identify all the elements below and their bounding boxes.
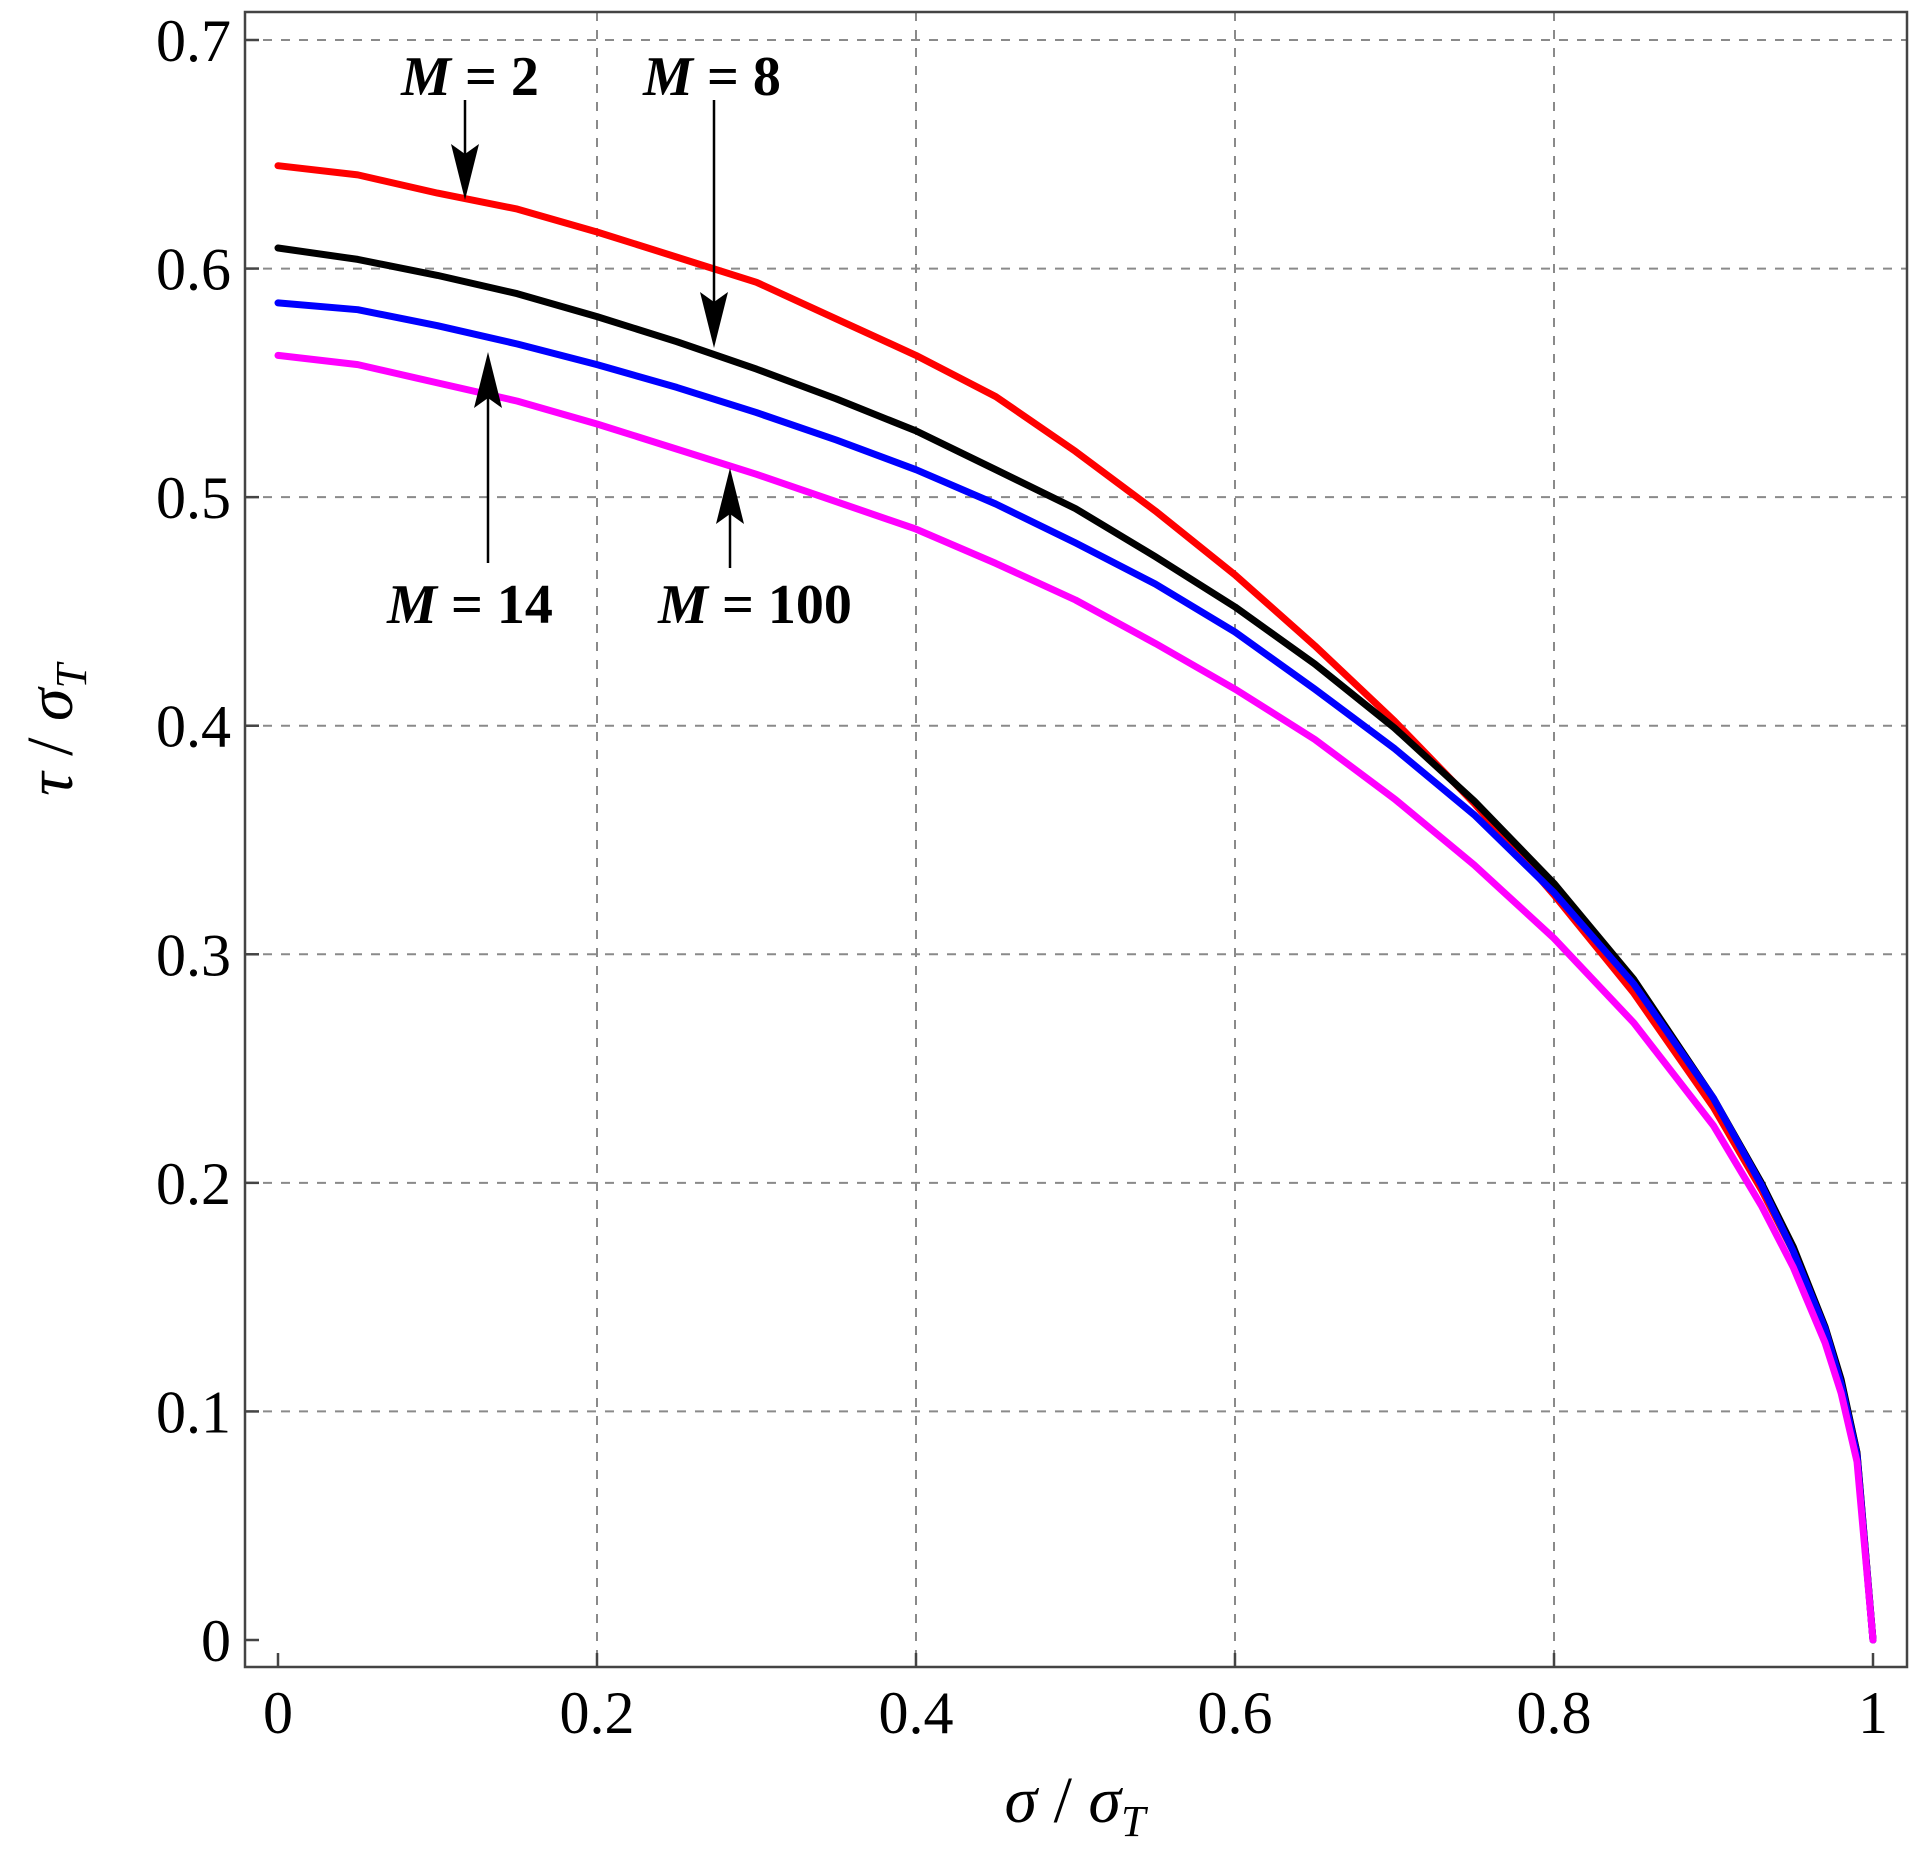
x-tick-label: 0.8 (1517, 1680, 1592, 1746)
y-axis-title-denom: σ (14, 686, 87, 721)
grid (245, 12, 1907, 1667)
series-4-arrow-head (716, 468, 744, 524)
series-line-1 (274, 162, 1877, 1644)
x-tick-label: 1 (1858, 1680, 1888, 1746)
x-axis-title-main: σ (1005, 1764, 1040, 1837)
series-label-num: 2 (511, 46, 539, 108)
series-label-eq: = (693, 46, 753, 108)
x-tick-label: 0 (263, 1680, 293, 1746)
series-4-label: M = 100 (657, 574, 852, 636)
x-axis-title-sep: / (1037, 1764, 1088, 1837)
y-axis-title: τ / σT (14, 660, 96, 796)
y-tick-label: 0.1 (156, 1379, 231, 1445)
y-tick-label: 0.3 (156, 922, 231, 988)
x-axis-title-denom: σ (1088, 1764, 1123, 1837)
x-tick-label: 0.6 (1198, 1680, 1273, 1746)
series-1-label: M = 2 (400, 46, 539, 108)
series-label-eq: = (451, 46, 511, 108)
y-axis-title-sep: / (14, 721, 87, 772)
series-label-var: M (657, 574, 710, 636)
y-axis-title-main: τ (14, 770, 87, 796)
plot-frame (243, 10, 1909, 1669)
y-tick-label: 0.7 (156, 8, 231, 74)
series-3-label: M = 14 (386, 574, 553, 636)
series-lines (274, 162, 1877, 1644)
series-line-3 (274, 299, 1877, 1644)
x-axis-title: σ / σT (1005, 1764, 1149, 1846)
x-tick-label: 0.2 (560, 1680, 635, 1746)
series-label-var: M (642, 46, 695, 108)
series-line-4 (274, 351, 1877, 1644)
series-line-2 (274, 244, 1877, 1644)
y-tick-label: 0.4 (156, 694, 231, 760)
series-label-eq: = (708, 574, 768, 636)
y-tick-label: 0 (201, 1608, 231, 1674)
series-1-arrow-head (451, 144, 479, 200)
y-axis-title-group: τ / σT (14, 660, 96, 796)
series-label-var: M (400, 46, 453, 108)
series-3-arrow-head (474, 352, 502, 408)
series-label-num: 100 (768, 574, 852, 636)
y-tick-label: 0.5 (156, 465, 231, 531)
series-label-num: 8 (753, 46, 781, 108)
x-tick-label: 0.4 (879, 1680, 954, 1746)
x-axis-title-sub: T (1121, 1797, 1149, 1846)
series-2-label: M = 8 (642, 46, 781, 108)
series-label-eq: = (437, 574, 497, 636)
series-2-arrow-head (700, 292, 728, 348)
y-tick-label: 0.6 (156, 237, 231, 303)
series-label-num: 14 (497, 574, 553, 636)
y-axis-title-sub: T (47, 660, 96, 688)
series-label-var: M (386, 574, 439, 636)
axis-ticks: 0 0.2 0.4 0.6 0.8 1 0 0.1 0.2 0.3 0.4 0.5 0.6 0.7 (156, 8, 1888, 1746)
y-tick-label: 0.2 (156, 1151, 231, 1217)
